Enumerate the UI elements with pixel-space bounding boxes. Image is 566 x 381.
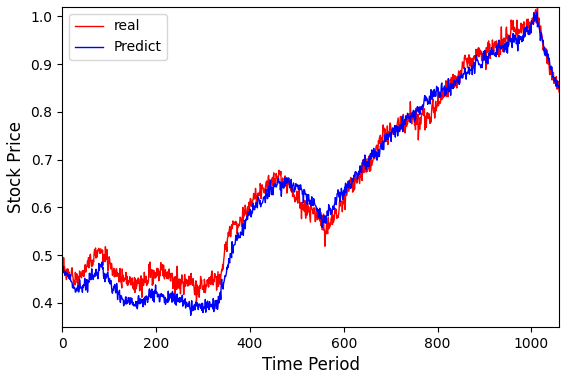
Predict xyxy=(295,187,302,192)
Predict xyxy=(534,10,541,14)
Predict xyxy=(192,301,199,306)
real xyxy=(89,263,96,267)
Legend: real, Predict: real, Predict xyxy=(69,14,167,60)
Predict xyxy=(252,203,259,208)
real xyxy=(556,90,563,94)
Line: Predict: Predict xyxy=(62,12,559,315)
Y-axis label: Stock Price: Stock Price xyxy=(7,121,25,213)
real xyxy=(195,285,202,289)
Line: real: real xyxy=(62,8,559,303)
real xyxy=(295,193,302,198)
Predict xyxy=(187,313,194,318)
Predict xyxy=(195,302,202,306)
real xyxy=(75,280,82,285)
Predict xyxy=(556,85,563,90)
Predict xyxy=(75,290,82,294)
Predict xyxy=(89,273,96,277)
real xyxy=(192,293,199,297)
real xyxy=(252,194,259,199)
real xyxy=(193,300,200,305)
X-axis label: Time Period: Time Period xyxy=(261,356,359,374)
Predict xyxy=(59,271,66,275)
real xyxy=(534,6,541,10)
real xyxy=(59,260,66,265)
